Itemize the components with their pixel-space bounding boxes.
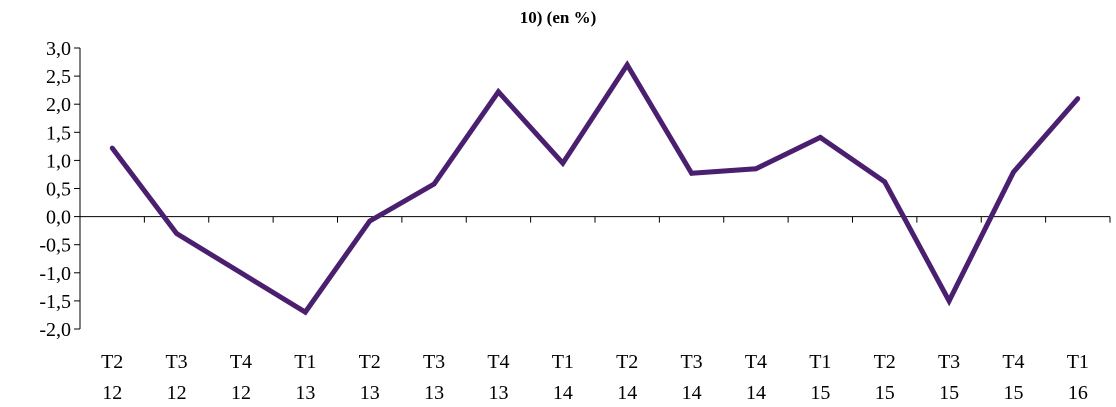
data-point (496, 89, 501, 95)
y-tick-label: 0,0 (46, 207, 71, 229)
data-point (302, 309, 308, 315)
y-tick-label: 3,0 (46, 38, 71, 60)
x-tick-label-year: 15 (875, 382, 895, 404)
x-tick-label-year: 13 (360, 382, 380, 404)
x-tick-label-year: 12 (167, 382, 187, 404)
x-tick-label-quarter: T4 (487, 351, 509, 373)
y-tick-label: 1,5 (46, 122, 71, 144)
x-tick-label-year: 14 (553, 382, 573, 404)
x-tick-label-quarter: T1 (294, 351, 316, 373)
y-tick-label: -1,5 (39, 291, 71, 313)
x-tick-label-quarter: T1 (1067, 351, 1089, 373)
x-tick-label-quarter: T1 (809, 351, 831, 373)
x-tick-label-quarter: T3 (680, 351, 702, 373)
y-tick-label: 1,0 (46, 150, 71, 172)
data-point (431, 181, 437, 187)
x-tick-label-quarter: T4 (1002, 351, 1024, 373)
y-tick-label: 2,5 (46, 66, 71, 88)
x-tick-label-quarter: T4 (230, 351, 252, 373)
data-point (817, 134, 823, 140)
data-point (367, 218, 373, 224)
x-tick-label-quarter: T4 (745, 351, 767, 373)
x-tick-label-year: 12 (231, 382, 251, 404)
y-tick-label: 0,5 (46, 179, 71, 201)
data-point (624, 62, 630, 68)
x-tick-label-quarter: T3 (165, 351, 187, 373)
x-tick-label-year: 13 (488, 382, 508, 404)
y-tick-label: 2,0 (46, 94, 71, 116)
data-point (753, 166, 759, 172)
series-group (109, 60, 1081, 316)
x-tick-label-year: 13 (424, 382, 444, 404)
data-point (882, 179, 888, 185)
x-tick-label-year: 13 (295, 382, 315, 404)
y-tick-label: -1,0 (39, 263, 71, 285)
data-point (109, 145, 115, 151)
x-tick-labels: T2 12 T3 12 T4 12 T1 13 T2 13 T3 13 T4 13 T1 14 T2 14 T3 14… (101, 351, 1089, 404)
x-tick-label-year: 15 (810, 382, 830, 404)
x-tick-label-quarter: T2 (874, 351, 896, 373)
series-line (110, 60, 1080, 316)
x-tick-label-year: 14 (617, 382, 637, 404)
data-point (946, 298, 952, 304)
y-tick-label: -0,5 (39, 235, 71, 257)
y-tick-label: -2,0 (39, 319, 71, 341)
x-tick-label-year: 12 (102, 382, 122, 404)
axes (74, 47, 1111, 330)
x-tick-label-quarter: T1 (552, 351, 574, 373)
y-tick-labels: 3,0 2,5 2,0 1,5 1,0 0,5 0,0 -0,5 -1,0 -1,5 -2,0 (39, 38, 71, 341)
x-tick-label-quarter: T2 (616, 351, 638, 373)
x-tick-label-quarter: T3 (423, 351, 445, 373)
x-tick-label-year: 15 (939, 382, 959, 404)
x-tick-label-year: 15 (1003, 382, 1023, 404)
data-point (1075, 96, 1081, 101)
x-tick-label-year: 14 (682, 382, 702, 404)
x-tick-label-quarter: T2 (359, 351, 381, 373)
x-tick-label-quarter: T2 (101, 351, 123, 373)
data-point (238, 270, 244, 276)
data-point (560, 160, 566, 166)
data-point (689, 170, 694, 176)
chart-title: 10) (en %) (519, 8, 597, 27)
x-tick-label-year: 16 (1068, 382, 1088, 404)
data-point (174, 231, 179, 236)
data-point (1011, 169, 1016, 175)
x-tick-label-quarter: T3 (938, 351, 960, 373)
x-tick-label-year: 14 (746, 382, 766, 404)
